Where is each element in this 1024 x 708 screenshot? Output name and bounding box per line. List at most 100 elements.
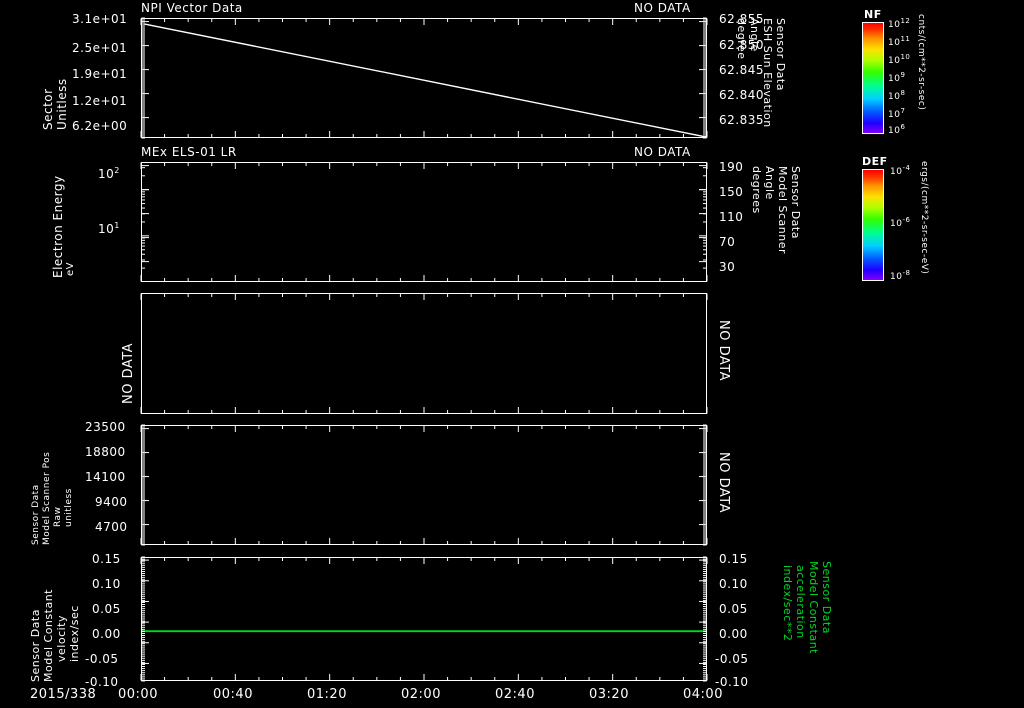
- colorbar-nf-tick-4: 108: [888, 89, 906, 102]
- colorbar-nf-tick-5-exp: 7: [900, 107, 906, 115]
- panel-5-right-tick-5: -0.10: [715, 675, 749, 689]
- panel-3-left-nodata-text: NO DATA: [121, 342, 136, 404]
- panel-1-right-axis-line4: degree: [735, 18, 748, 60]
- colorbar-def-tick-0: 10-4: [890, 164, 911, 177]
- panel-4-left-axis-line2: Model Scanner Pos: [42, 451, 52, 545]
- time-axis-tick-6: 04:00: [683, 687, 723, 702]
- colorbar-nf-tick-0-exp: 12: [900, 17, 911, 25]
- panel-1-title-left: NPI Vector Data: [141, 1, 243, 15]
- colorbar-nf-tick-3: 109: [888, 71, 906, 84]
- panel-2-right-axis-line4: degrees: [750, 166, 763, 214]
- panel-2-left-tick-0: 102: [98, 166, 120, 181]
- panel-1-right-tick-2: 62.845: [719, 63, 764, 77]
- panel-5-right-axis-line1: Sensor Data: [820, 561, 833, 634]
- panel-5-right-tick-1: 0.10: [719, 577, 748, 591]
- panel-2-right-tick-0: 190: [719, 160, 744, 174]
- colorbar-nf-tick-6: 106: [888, 123, 906, 136]
- panel-1-right-tick-3: 62.840: [719, 88, 764, 102]
- panel-5-left-tick-4: -0.05: [85, 652, 119, 666]
- panel-2-left-tick-0-exp: 2: [114, 166, 120, 175]
- panel-1-right-axis-line1: Sensor Data: [774, 18, 787, 91]
- panel-5-trace: [142, 630, 706, 633]
- panel-1-left-axis-line1: Sector: [41, 88, 55, 130]
- panel-3-plot-area[interactable]: [141, 293, 707, 414]
- panel-2-right-tick-3: 70: [719, 235, 736, 249]
- panel-5-left-tick-3: 0.00: [92, 627, 121, 641]
- panel-4-left-tick-4: 4700: [95, 520, 128, 534]
- panel-1-left-tick-0: 3.1e+01: [72, 12, 128, 26]
- time-axis-tick-3: 02:00: [401, 687, 441, 702]
- panel-2-left-tick-0-base: 10: [98, 167, 115, 181]
- panel-2-plot-area[interactable]: [141, 162, 707, 282]
- colorbar-nf-tick-2-exp: 10: [900, 53, 911, 61]
- panel-5-right-tick-4: -0.05: [715, 652, 749, 666]
- panel-1-title-right: NO DATA: [634, 1, 691, 15]
- panel-4-left-axis-line1: Sensor Data: [31, 484, 41, 545]
- colorbar-nf-gradient[interactable]: [862, 22, 884, 134]
- panel-4-left-tick-0: 23500: [85, 420, 126, 434]
- colorbar-nf-tick-1: 1011: [888, 35, 911, 48]
- panel-4-left-tick-3: 9400: [95, 495, 128, 509]
- panel-5-left-tick-5: -0.10: [85, 675, 119, 689]
- panel-2-right-tick-4: 30: [719, 260, 736, 274]
- panel-5-right-axis-line3: acceleration: [794, 565, 807, 639]
- panel-5-left-axis-line3: velocity: [55, 615, 68, 662]
- colorbar-def-gradient[interactable]: [862, 169, 884, 281]
- panel-2-right-tick-1: 150: [719, 185, 744, 199]
- panel-2-left-tick-1-exp: 1: [114, 221, 120, 230]
- panel-4-left-tick-2: 14100: [85, 470, 126, 484]
- colorbar-nf-tick-2: 1010: [888, 53, 911, 66]
- time-axis-tick-4: 02:40: [495, 687, 535, 702]
- time-axis-tick-0: 00:00: [118, 687, 158, 702]
- panel-2-right-tick-2: 110: [719, 210, 744, 224]
- panel-5-right-tick-2: 0.05: [719, 602, 748, 616]
- colorbar-nf-tick-3-exp: 9: [900, 71, 906, 79]
- panel-5-left-tick-2: 0.05: [92, 602, 121, 616]
- panel-1-left-tick-4: 6.2e+00: [72, 119, 128, 133]
- panel-2-right-axis-line1: Sensor Data: [789, 166, 802, 239]
- panel-1-left-tick-1: 2.5e+01: [72, 41, 128, 55]
- panel-1-right-axis-line3: Angle: [748, 18, 761, 52]
- panel-4-right-nodata-text: NO DATA: [716, 452, 731, 514]
- panel-5-left-axis-line1: Sensor Data: [29, 609, 42, 682]
- panel-5-right-axis-line2: Model Constant: [807, 561, 820, 654]
- panel-5-left-axis-line2: Model Constant: [42, 589, 55, 682]
- panel-1-right-tick-1: 62.850: [719, 38, 764, 52]
- panel-5-left-axis-line4: index/sec: [68, 605, 81, 662]
- panel-2-right-axis-line2: Model Scanner: [776, 166, 789, 255]
- panel-5-right-axis-line4: index/sec**2: [781, 565, 794, 642]
- panel-1-left-tick-2: 1.9e+01: [72, 67, 128, 81]
- colorbar-def-tick-1-exp: -6: [902, 216, 911, 224]
- colorbar-def-unit-text: ergs/(cm**2-sr-sec-eV): [919, 161, 929, 275]
- colorbar-def-tick-2-exp: -8: [902, 269, 911, 277]
- panel-1-right-tick-4: 62.835: [719, 113, 764, 127]
- colorbar-nf-tick-6-exp: 6: [900, 123, 906, 131]
- colorbar-def-title: DEF: [862, 155, 888, 168]
- panel-2-left-tick-1: 101: [98, 221, 120, 236]
- panel-5-left-tick-0: 0.15: [92, 552, 121, 566]
- panel-4-left-axis-line3: Raw: [53, 506, 63, 527]
- panel-5-left-tick-1: 0.10: [92, 577, 121, 591]
- colorbar-def-tick-0-exp: -4: [902, 164, 911, 172]
- time-axis-tick-2: 01:20: [307, 687, 347, 702]
- panel-4-plot-area[interactable]: [141, 425, 707, 545]
- panel-2-left-axis-line2: eV: [65, 262, 76, 276]
- panel-2-title-left: MEx ELS-01 LR: [141, 145, 237, 159]
- panel-5-right-tick-0: 0.15: [719, 552, 748, 566]
- panel-5-plot-area[interactable]: [141, 557, 707, 681]
- colorbar-nf-tick-1-exp: 11: [900, 35, 911, 43]
- panel-1-right-axis-line2: ESH Sun Elevation: [761, 18, 774, 128]
- panel-3-right-nodata-text: NO DATA: [716, 320, 731, 382]
- panel-2-left-axis-line1: Electron Energy: [51, 175, 65, 278]
- time-axis-tick-5: 03:20: [589, 687, 629, 702]
- panel-1-left-tick-3: 1.2e+01: [72, 94, 128, 108]
- colorbar-def-tick-1: 10-6: [890, 216, 911, 229]
- panel-1-plot-area[interactable]: [141, 18, 707, 138]
- panel-1-right-tick-0: 62.855: [719, 12, 764, 26]
- colorbar-nf-tick-0: 1012: [888, 17, 911, 30]
- panel-4-left-tick-1: 18800: [85, 445, 126, 459]
- panel-2-right-axis-line3: Angle: [763, 166, 776, 200]
- panel-2-left-tick-1-base: 10: [98, 222, 115, 236]
- colorbar-def-tick-2: 10-8: [890, 269, 911, 282]
